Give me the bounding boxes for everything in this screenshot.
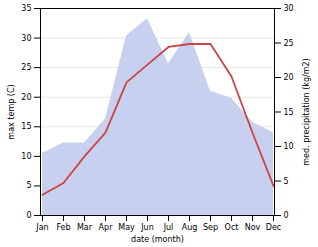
svg-text:Jan: Jan [35,223,48,232]
svg-text:0: 0 [26,211,31,220]
svg-text:10: 10 [21,152,31,161]
svg-text:25: 25 [284,39,294,48]
svg-text:Apr: Apr [99,223,114,232]
svg-text:Mar: Mar [77,223,93,232]
svg-text:max temp (C): max temp (C) [7,84,16,139]
svg-text:May: May [118,223,135,232]
svg-text:Jun: Jun [140,223,154,232]
svg-text:Nov: Nov [245,223,261,232]
svg-text:Jul: Jul [163,223,174,232]
svg-text:Sep: Sep [203,223,218,232]
svg-text:0: 0 [284,211,289,220]
svg-text:med. precipitation (kg/m2): med. precipitation (kg/m2) [302,58,311,165]
svg-text:Dec: Dec [266,223,281,232]
svg-text:15: 15 [284,108,294,117]
svg-text:5: 5 [284,177,289,186]
svg-text:Feb: Feb [56,223,70,232]
svg-text:35: 35 [21,4,31,13]
svg-text:10: 10 [284,142,294,151]
svg-text:5: 5 [26,181,31,190]
svg-text:date (month): date (month) [131,235,184,244]
svg-text:30: 30 [21,34,31,43]
svg-text:20: 20 [284,73,294,82]
svg-text:15: 15 [21,122,31,131]
svg-text:25: 25 [21,63,31,72]
svg-text:Oct: Oct [225,223,239,232]
svg-text:Aug: Aug [182,223,198,232]
svg-text:20: 20 [21,93,31,102]
svg-text:30: 30 [284,4,294,13]
